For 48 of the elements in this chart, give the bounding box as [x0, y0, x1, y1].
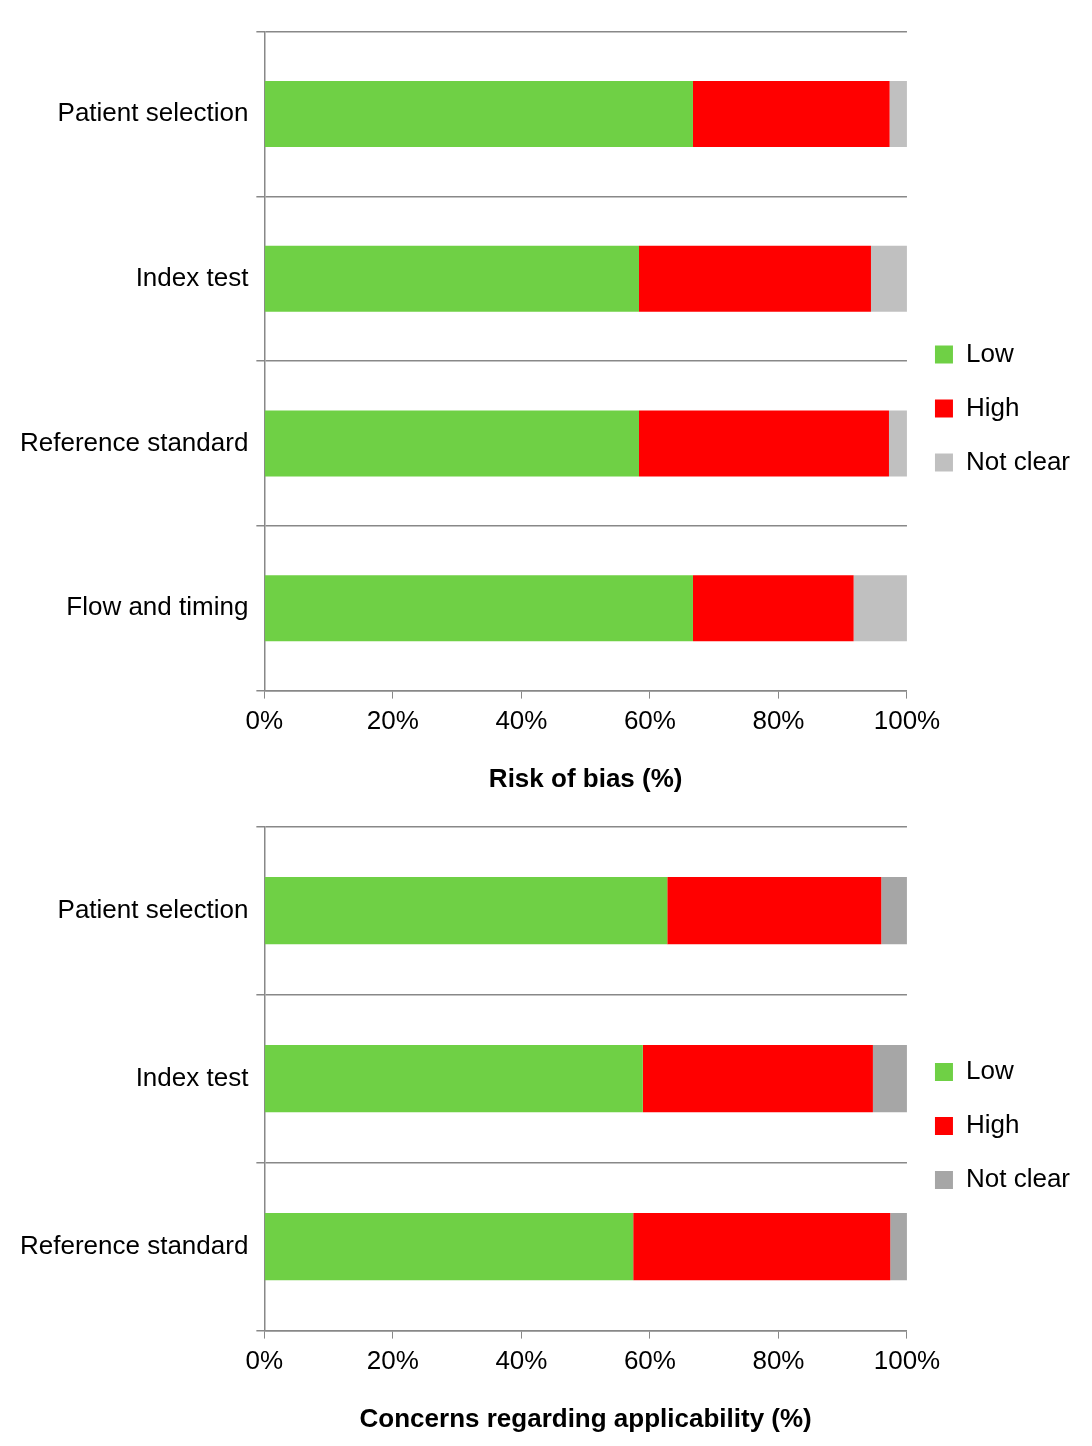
- bar: [633, 1213, 891, 1281]
- x-axis-title: Risk of bias (%): [488, 762, 683, 793]
- x-tick-label: 0%: [245, 705, 284, 736]
- y-tick-label: Index test: [135, 261, 250, 292]
- bar: [264, 1045, 643, 1113]
- legend-label: High: [965, 391, 1020, 422]
- legend-label: Low: [965, 337, 1014, 368]
- bar: [872, 1045, 907, 1113]
- bar: [639, 410, 889, 477]
- bar: [264, 410, 639, 477]
- bar: [692, 575, 854, 642]
- bar: [888, 410, 907, 477]
- bar: [853, 575, 907, 642]
- x-tick-label: 20%: [366, 705, 419, 736]
- legend-label: Not clear: [965, 445, 1071, 476]
- x-tick-label: 100%: [873, 705, 941, 736]
- bar: [264, 1213, 634, 1281]
- legend-label: Low: [965, 1055, 1014, 1086]
- x-tick-label: 80%: [752, 1345, 805, 1376]
- bar: [692, 81, 890, 147]
- bar: [881, 877, 907, 945]
- x-tick-label: 40%: [495, 1345, 548, 1376]
- y-tick-label: Index test: [135, 1061, 250, 1092]
- bar: [890, 1213, 907, 1281]
- bar: [870, 245, 907, 312]
- y-tick-label: Patient selection: [57, 97, 249, 128]
- bar: [264, 575, 693, 642]
- y-tick-label: Flow and timing: [66, 591, 249, 622]
- x-tick-label: 0%: [245, 1345, 284, 1376]
- bar: [667, 877, 882, 945]
- x-tick-label: 20%: [366, 1345, 419, 1376]
- y-tick-label: Reference standard: [19, 426, 249, 457]
- x-tick-label: 100%: [873, 1345, 941, 1376]
- y-tick-label: Patient selection: [57, 893, 249, 924]
- bar: [264, 877, 668, 945]
- x-tick-label: 60%: [623, 1345, 676, 1376]
- x-tick-label: 80%: [752, 705, 805, 736]
- x-tick-label: 60%: [623, 705, 676, 736]
- x-axis-title: Concerns regarding applicability (%): [359, 1402, 812, 1433]
- bar: [264, 245, 639, 312]
- legend-label: High: [965, 1109, 1020, 1140]
- bar: [642, 1045, 873, 1113]
- y-tick-label: Reference standard: [19, 1229, 249, 1260]
- legend-label: Not clear: [965, 1163, 1071, 1194]
- bar: [639, 245, 871, 312]
- x-tick-label: 40%: [495, 705, 548, 736]
- bar: [264, 81, 693, 147]
- bar: [889, 81, 907, 147]
